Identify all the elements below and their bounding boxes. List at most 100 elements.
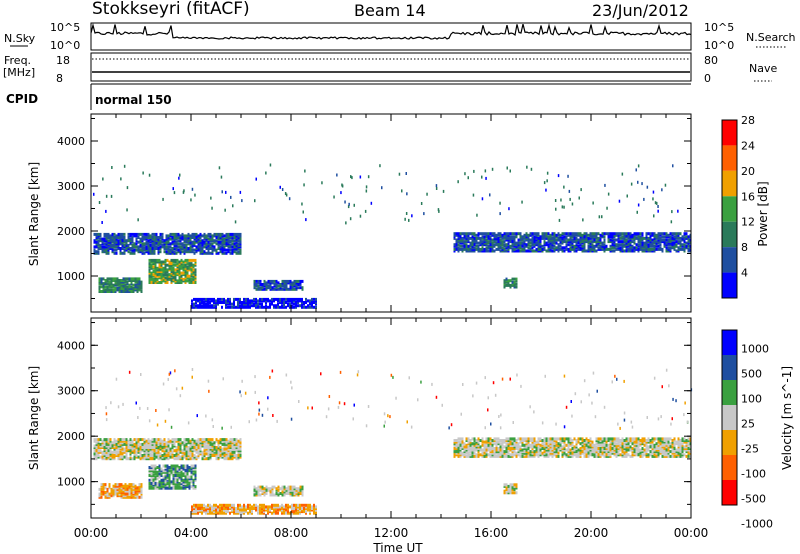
data-cell-1-3 [263,488,266,492]
data-cell-1-1 [132,487,135,491]
y-tick-label: 4000 [57,135,85,148]
data-cell-1-5 [459,437,462,441]
data-cell-0-5 [549,247,552,251]
data-cell-0-0 [231,236,234,239]
data-cell-1-5 [539,445,542,449]
data-cell-1-1 [122,489,125,493]
data-cell-0-0 [161,240,164,244]
data-cell-1-4 [305,507,307,510]
data-cell-1-0 [233,438,236,442]
data-cell-0-5 [499,243,502,247]
data-cell-0-5 [625,244,628,248]
data-cell-0-5 [461,249,464,253]
data-cell-1-3 [289,490,292,494]
data-cell-0-5 [645,233,648,237]
data-cell-0-0 [199,236,202,239]
data-cell-1-0 [213,442,216,446]
data-cell-1-5 [549,453,552,457]
data-cell-1-0 [209,455,212,459]
data-cell-0-5 [507,236,510,240]
data-cell-1-1 [110,494,113,498]
data-cell-1-0 [187,438,190,442]
data-cell-0-5 [481,240,484,244]
data-cell-0-5 [679,243,682,247]
scatter-point [671,210,673,214]
data-cell-0-1 [100,285,103,289]
data-cell-1-0 [177,455,180,459]
data-cell-1-0 [119,441,122,445]
data-cell-0-5 [619,249,622,253]
data-cell-0-2 [192,265,195,269]
data-cell-1-4 [201,507,203,510]
data-cell-1-5 [499,448,502,452]
data-cell-0-5 [665,246,668,250]
data-cell-1-0 [165,457,168,461]
data-cell-0-5 [473,249,476,253]
data-cell-0-0 [123,237,126,241]
data-cell-1-5 [485,445,488,449]
data-cell-0-0 [223,245,226,249]
data-cell-1-0 [123,455,126,459]
data-cell-0-5 [499,244,502,248]
data-cell-1-0 [187,441,190,445]
scatter-point [224,208,226,212]
data-cell-1-0 [111,444,114,448]
data-cell-1-0 [227,447,230,451]
data-cell-1-2 [186,485,189,489]
data-cell-1-0 [213,454,216,457]
data-cell-0-5 [557,247,560,251]
data-cell-1-3 [257,488,260,492]
data-cell-0-4 [205,302,207,306]
scatter-point [379,164,381,168]
data-cell-1-5 [565,454,568,458]
data-cell-1-0 [181,450,184,454]
data-cell-0-0 [149,251,152,255]
data-cell-0-5 [485,243,488,247]
data-cell-0-2 [172,274,175,278]
data-cell-0-0 [99,237,102,241]
data-cell-1-2 [190,475,193,479]
data-cell-0-4 [199,297,201,301]
data-cell-1-1 [98,492,101,496]
data-cell-0-5 [583,233,586,237]
data-cell-1-1 [138,489,141,493]
data-cell-0-5 [591,240,594,244]
data-cell-1-2 [192,467,195,471]
data-cell-1-0 [151,442,154,446]
data-cell-1-4 [275,503,277,507]
data-cell-0-2 [168,273,171,277]
data-cell-1-4 [307,503,309,507]
data-cell-0-1 [138,277,141,281]
data-cell-0-4 [265,301,267,304]
data-cell-0-5 [591,243,594,247]
data-cell-1-3 [289,487,292,491]
data-cell-0-0 [143,247,146,250]
data-cell-0-5 [557,232,560,236]
data-cell-1-0 [215,457,218,461]
data-cell-1-2 [180,475,183,479]
data-cell-1-0 [213,449,216,453]
data-cell-1-5 [511,439,514,442]
data-cell-0-1 [126,277,129,281]
data-cell-0-0 [157,243,160,247]
data-cell-1-5 [533,445,536,449]
data-cell-1-1 [132,495,135,499]
data-cell-0-4 [309,302,311,306]
data-cell-1-0 [237,450,240,454]
data-cell-0-4 [201,304,203,308]
data-cell-1-1 [126,486,129,490]
data-cell-1-5 [477,454,480,458]
data-cell-0-4 [245,302,247,306]
data-cell-0-5 [485,240,488,244]
data-cell-0-0 [207,237,210,241]
scatter-point [321,181,323,185]
data-cell-0-0 [153,242,156,246]
data-cell-1-4 [201,503,203,507]
data-cell-1-0 [99,438,102,442]
data-cell-0-2 [178,276,181,280]
data-cell-0-5 [635,243,638,247]
scatter-point [435,187,438,190]
data-cell-0-5 [525,236,528,240]
data-cell-1-1 [112,494,115,498]
y-tick-label: 3000 [57,180,85,193]
